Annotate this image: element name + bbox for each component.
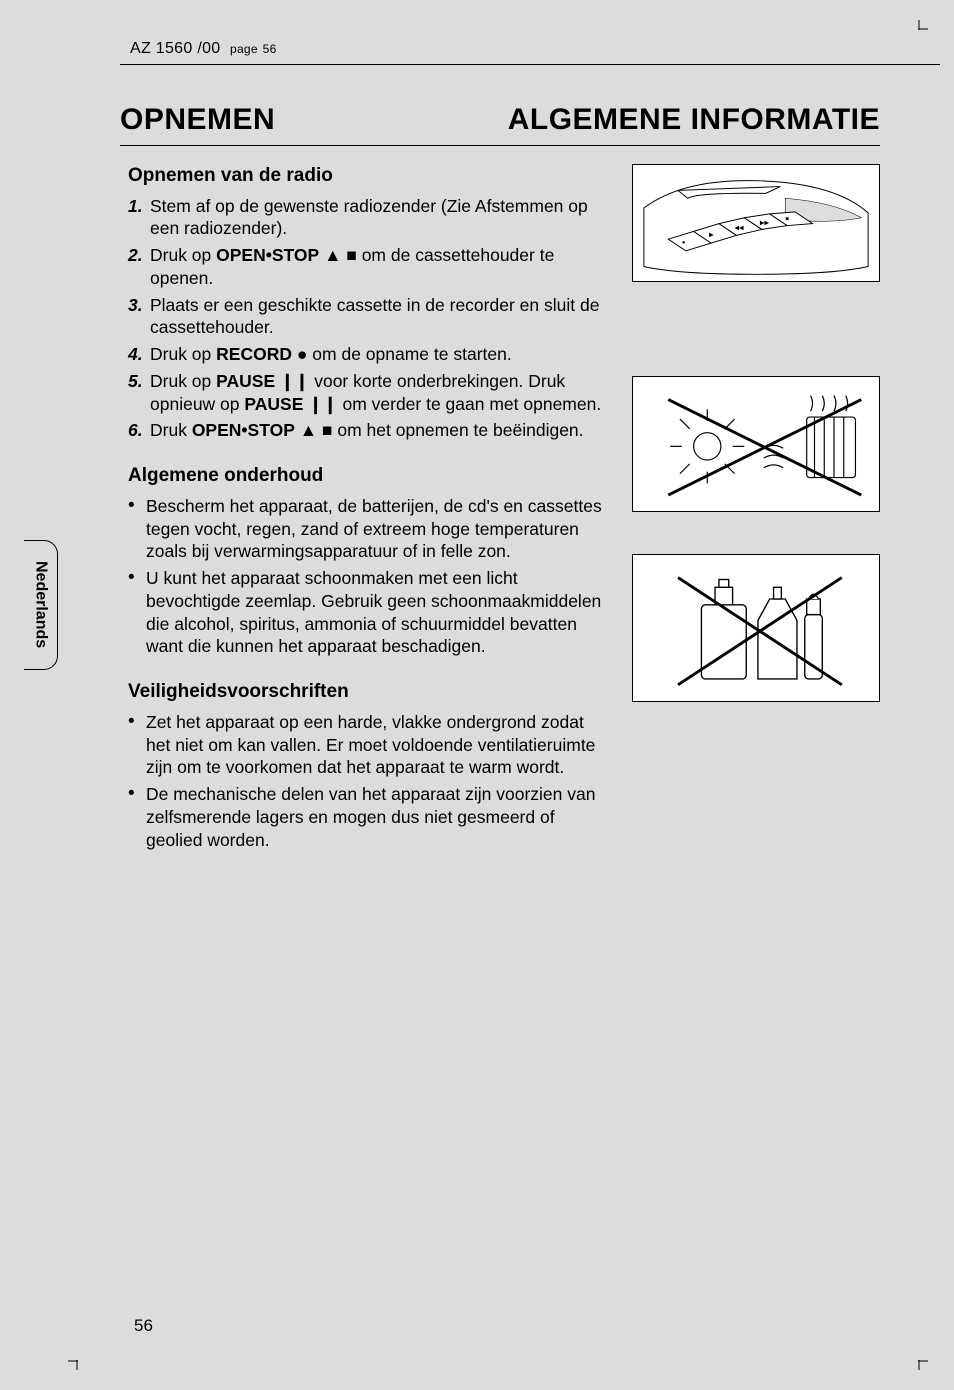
- heading-radio: Opnemen van de radio: [128, 164, 608, 189]
- step-number: 1.: [128, 195, 150, 241]
- step-body: Druk op PAUSE ❙❙ voor korte onderbreking…: [150, 370, 608, 416]
- header-rule: [120, 64, 940, 65]
- section-maintenance: Algemene onderhoud •Bescherm het apparaa…: [128, 464, 608, 658]
- list-item: 5.Druk op PAUSE ❙❙ voor korte onderbreki…: [128, 370, 608, 416]
- title-rule: [120, 145, 880, 146]
- heading-safety: Veiligheidsvoorschriften: [128, 680, 608, 705]
- step-body: Druk op RECORD ● om de opname te starten…: [150, 343, 608, 366]
- heading-maintenance: Algemene onderhoud: [128, 464, 608, 489]
- bullet-icon: •: [128, 567, 146, 658]
- bullet-body: De mechanische delen van het apparaat zi…: [146, 783, 608, 851]
- bullet-icon: •: [128, 783, 146, 851]
- footer-page-number: 56: [134, 1316, 153, 1336]
- bullet-body: Bescherm het apparaat, de batterijen, de…: [146, 495, 608, 563]
- language-tab: Nederlands: [24, 540, 58, 670]
- svg-text:▶▶: ▶▶: [760, 221, 769, 227]
- list-item: 6.Druk OPEN•STOP ▲ ■ om het opnemen te b…: [128, 419, 608, 442]
- illustration-no-chemicals: [632, 554, 880, 702]
- step-body: Stem af op de gewenste radiozender (Zie …: [150, 195, 608, 241]
- step-body: Druk op OPEN•STOP ▲ ■ om de cassettehoud…: [150, 244, 608, 290]
- step-body: Plaats er een geschikte cassette in de r…: [150, 294, 608, 340]
- step-body: Druk OPEN•STOP ▲ ■ om het opnemen te beë…: [150, 419, 608, 442]
- step-number: 3.: [128, 294, 150, 340]
- page: AZ 1560 /00 page 56 OPNEMEN ALGEMENE INF…: [60, 10, 900, 873]
- list-item: 3.Plaats er een geschikte cassette in de…: [128, 294, 608, 340]
- crop-mark-bl: [68, 1352, 86, 1370]
- list-item: •Zet het apparaat op een harde, vlakke o…: [128, 711, 608, 779]
- list-item: 4.Druk op RECORD ● om de opname te start…: [128, 343, 608, 366]
- title-right: ALGEMENE INFORMATIE: [508, 103, 880, 137]
- list-item: 1.Stem af op de gewenste radiozender (Zi…: [128, 195, 608, 241]
- illustration-cassette-deck: ● ▶ ◀◀ ▶▶ ■: [632, 164, 880, 282]
- title-left: OPNEMEN: [120, 103, 275, 137]
- language-label: Nederlands: [32, 561, 50, 648]
- step-number: 4.: [128, 343, 150, 366]
- bullet-body: Zet het apparaat op een harde, vlakke on…: [146, 711, 608, 779]
- bullet-icon: •: [128, 711, 146, 779]
- list-item: •De mechanische delen van het apparaat z…: [128, 783, 608, 851]
- step-number: 6.: [128, 419, 150, 442]
- section-safety: Veiligheidsvoorschriften •Zet het appara…: [128, 680, 608, 851]
- running-header: AZ 1560 /00 page 56: [130, 40, 900, 58]
- illustration-no-heat: [632, 376, 880, 512]
- step-number: 2.: [128, 244, 150, 290]
- svg-text:■: ■: [785, 217, 789, 223]
- list-item: •Bescherm het apparaat, de batterijen, d…: [128, 495, 608, 563]
- crop-mark-tr: [910, 20, 928, 38]
- svg-text:▶: ▶: [709, 233, 714, 239]
- svg-text:◀◀: ◀◀: [735, 226, 744, 232]
- list-item: •U kunt het apparaat schoonmaken met een…: [128, 567, 608, 658]
- crop-mark-br: [910, 1352, 928, 1370]
- bullet-icon: •: [128, 495, 146, 563]
- svg-text:●: ●: [682, 240, 686, 246]
- step-number: 5.: [128, 370, 150, 416]
- bullet-body: U kunt het apparaat schoonmaken met een …: [146, 567, 608, 658]
- section-radio: Opnemen van de radio 1.Stem af op de gew…: [128, 164, 608, 442]
- page-label: page: [230, 42, 258, 56]
- header-page-num: 56: [263, 42, 277, 56]
- model-number: AZ 1560 /00: [130, 40, 220, 57]
- list-item: 2.Druk op OPEN•STOP ▲ ■ om de cassetteho…: [128, 244, 608, 290]
